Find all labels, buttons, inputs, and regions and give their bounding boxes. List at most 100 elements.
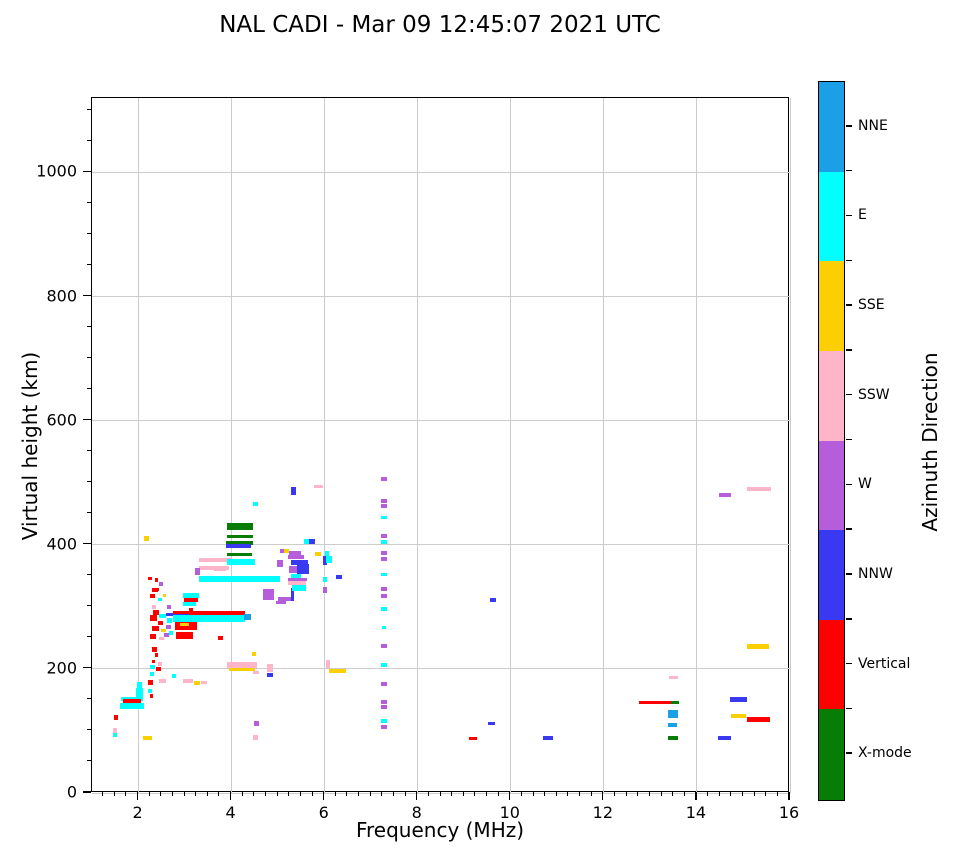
echo-point bbox=[149, 614, 158, 622]
y-tick-label: 800 bbox=[46, 286, 77, 306]
echo-point bbox=[278, 596, 293, 601]
echo-point bbox=[152, 646, 158, 652]
y-gridline bbox=[92, 171, 790, 173]
echo-point bbox=[671, 700, 680, 705]
x-minor-tick bbox=[462, 792, 464, 796]
x-minor-tick bbox=[288, 792, 290, 796]
y-major-tick bbox=[83, 667, 91, 669]
colorbar-segment-sse bbox=[819, 261, 844, 352]
echo-point bbox=[280, 549, 286, 553]
y-gridline bbox=[92, 296, 790, 298]
x-minor-tick bbox=[195, 792, 197, 796]
echo-point bbox=[288, 555, 304, 560]
colorbar-label-vertical: Vertical bbox=[858, 655, 911, 672]
x-minor-tick bbox=[160, 792, 162, 796]
echo-point bbox=[291, 487, 297, 496]
echo-point bbox=[275, 600, 286, 605]
x-gridline bbox=[138, 98, 140, 793]
echo-point bbox=[266, 664, 273, 673]
echo-point bbox=[381, 663, 387, 668]
x-gridline bbox=[324, 98, 326, 793]
colorbar-tick bbox=[846, 752, 852, 754]
echo-point bbox=[215, 558, 227, 563]
echo-point bbox=[226, 522, 253, 530]
x-tick-label: 2 bbox=[132, 803, 143, 822]
echo-point bbox=[228, 667, 255, 672]
echo-point bbox=[226, 535, 253, 539]
echo-point bbox=[150, 665, 155, 669]
x-major-tick bbox=[230, 792, 232, 800]
y-major-tick bbox=[83, 419, 91, 421]
colorbar-tick bbox=[846, 393, 852, 396]
colorbar-boundary-tick bbox=[846, 349, 852, 351]
echo-point bbox=[226, 552, 253, 556]
x-minor-tick bbox=[730, 792, 732, 796]
echo-point bbox=[288, 581, 307, 586]
x-minor-tick bbox=[614, 792, 615, 796]
echo-point bbox=[326, 555, 333, 564]
x-minor-tick bbox=[765, 792, 767, 796]
echo-point bbox=[290, 587, 295, 602]
colorbar-boundary-tick bbox=[846, 169, 852, 172]
echo-point bbox=[381, 699, 387, 704]
x-minor-tick bbox=[102, 792, 104, 796]
x-minor-tick bbox=[532, 792, 534, 796]
echo-point bbox=[154, 587, 160, 592]
x-minor-tick bbox=[776, 792, 778, 796]
x-minor-tick bbox=[753, 792, 755, 796]
echo-point bbox=[226, 559, 255, 566]
x-minor-tick bbox=[206, 792, 208, 796]
echo-point bbox=[746, 717, 771, 723]
y-minor-tick bbox=[87, 388, 91, 390]
echo-point bbox=[288, 577, 307, 582]
echo-point bbox=[324, 551, 330, 556]
colorbar-label-nne: NNE bbox=[858, 117, 888, 134]
echo-point bbox=[156, 667, 161, 671]
x-minor-tick bbox=[253, 792, 255, 796]
y-major-tick bbox=[83, 294, 91, 297]
echo-point bbox=[152, 626, 160, 632]
echo-point bbox=[172, 674, 176, 679]
y-gridline bbox=[92, 544, 790, 546]
echo-point bbox=[746, 644, 770, 650]
x-minor-tick bbox=[113, 792, 115, 796]
echo-point bbox=[150, 634, 157, 640]
colorbar-tick bbox=[846, 662, 852, 665]
y-minor-tick bbox=[87, 760, 91, 762]
x-minor-tick bbox=[427, 792, 429, 796]
y-minor-tick bbox=[87, 512, 91, 514]
echo-point bbox=[226, 661, 258, 669]
x-minor-tick bbox=[648, 792, 650, 796]
echo-point bbox=[329, 668, 347, 673]
echo-point bbox=[668, 722, 678, 727]
colorbar-tick bbox=[846, 304, 852, 306]
x-major-tick bbox=[416, 792, 418, 800]
x-minor-tick bbox=[125, 792, 127, 796]
echo-point bbox=[381, 626, 386, 630]
echo-point bbox=[253, 501, 259, 506]
x-tick-label: 6 bbox=[318, 803, 329, 822]
x-tick-label: 8 bbox=[411, 803, 422, 822]
x-tick-label: 4 bbox=[225, 803, 236, 822]
echo-point bbox=[158, 597, 162, 602]
echo-point bbox=[381, 503, 387, 508]
y-minor-tick bbox=[87, 450, 91, 452]
x-major-tick bbox=[602, 792, 604, 800]
echo-point bbox=[217, 636, 224, 640]
x-minor-tick bbox=[299, 792, 301, 796]
x-minor-tick bbox=[276, 792, 278, 796]
echo-point bbox=[253, 671, 259, 675]
x-minor-tick bbox=[579, 792, 581, 796]
echo-point bbox=[150, 594, 155, 599]
echo-point bbox=[381, 540, 387, 545]
echo-point bbox=[164, 632, 169, 637]
colorbar-segment-nnw bbox=[819, 530, 844, 621]
echo-point bbox=[289, 550, 302, 555]
echo-point bbox=[283, 549, 290, 553]
echo-point bbox=[167, 604, 172, 609]
echo-point bbox=[718, 493, 732, 497]
y-minor-tick bbox=[87, 636, 91, 638]
x-minor-tick bbox=[439, 792, 441, 796]
y-gridline bbox=[92, 420, 790, 422]
echo-point bbox=[158, 621, 163, 625]
